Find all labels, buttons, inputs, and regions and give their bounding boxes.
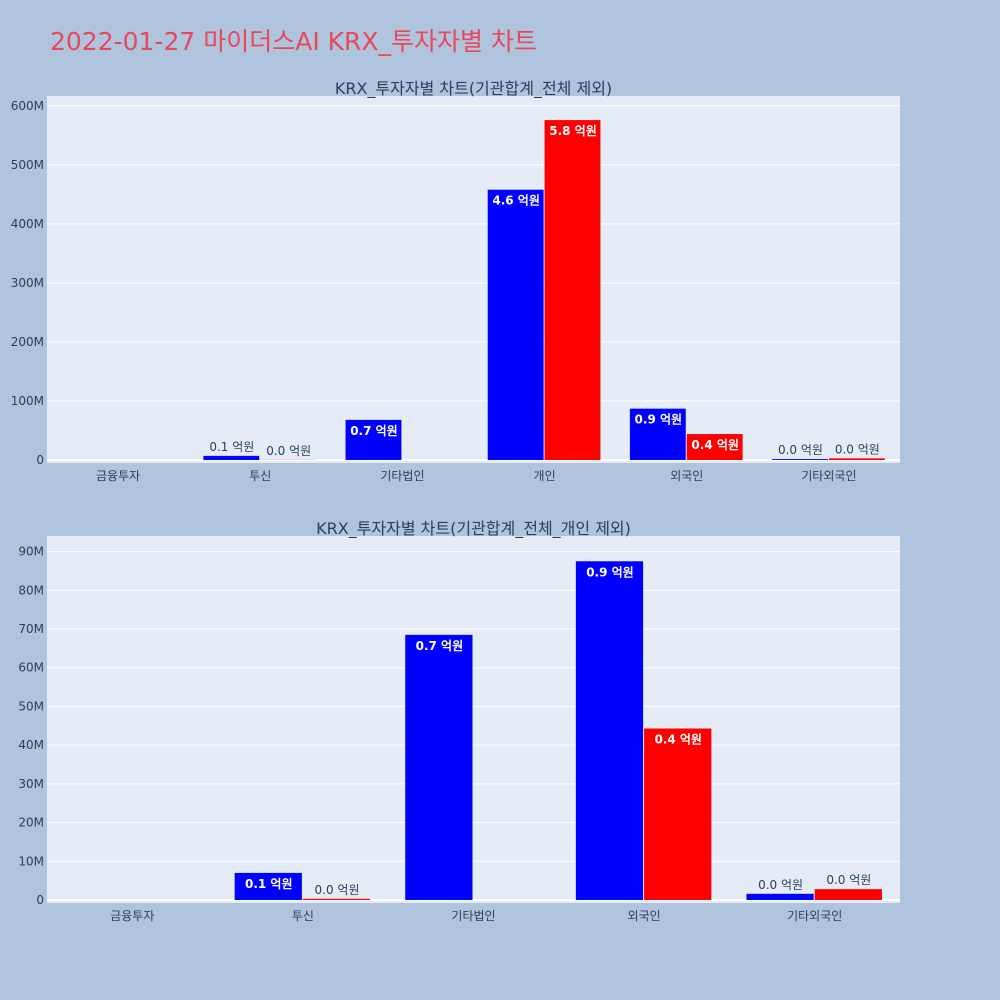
data-label: 0.0 억원	[778, 443, 823, 457]
y-tick-label: 80M	[18, 583, 44, 597]
x-tick-label: 기타외국인	[801, 469, 856, 483]
y-tick-label: 200M	[11, 335, 44, 349]
y-tick-label: 0	[36, 893, 44, 907]
x-tick-label: 기타법인	[451, 909, 495, 923]
y-tick-label: 100M	[11, 394, 44, 408]
x-tick-label: 외국인	[628, 909, 661, 923]
x-tick-label: 투신	[292, 909, 314, 923]
bar-buy	[405, 634, 473, 900]
chart-title: KRX_투자자별 차트(기관합계_전체_개인 제외)	[316, 519, 631, 539]
bar-sell	[644, 728, 712, 900]
x-tick-label: 투신	[249, 469, 271, 483]
bar-buy	[629, 408, 686, 460]
data-label: 0.0 억원	[826, 873, 871, 887]
y-tick-label: 90M	[18, 545, 44, 559]
data-label: 0.0 억원	[266, 444, 311, 458]
data-label: 0.0 억원	[315, 883, 360, 897]
chart-title: KRX_투자자별 차트(기관합계_전체 제외)	[335, 79, 612, 99]
bar-buy	[772, 459, 828, 460]
plot-area	[47, 536, 900, 903]
bar-buy	[234, 872, 302, 900]
bar-buy	[487, 189, 544, 460]
y-tick-label: 300M	[11, 276, 44, 290]
data-label: 5.8 억원	[549, 124, 597, 138]
data-label: 0.4 억원	[654, 733, 702, 747]
y-tick-label: 500M	[11, 158, 44, 172]
y-tick-label: 50M	[18, 699, 44, 713]
y-tick-label: 30M	[18, 777, 44, 791]
data-label: 0.1 억원	[245, 877, 293, 891]
y-tick-label: 20M	[18, 816, 44, 830]
data-label: 0.9 억원	[586, 565, 634, 579]
x-tick-label: 기타외국인	[787, 909, 842, 923]
data-label: 0.7 억원	[416, 639, 464, 653]
bar-buy	[746, 893, 814, 900]
bar-sell	[828, 458, 885, 460]
y-tick-label: 600M	[11, 99, 44, 113]
data-label: 0.9 억원	[635, 413, 683, 427]
data-label: 0.1 억원	[209, 440, 254, 454]
data-label: 0.0 억원	[758, 878, 803, 892]
x-tick-label: 외국인	[670, 469, 703, 483]
chart-bottom: KRX_투자자별 차트(기관합계_전체_개인 제외) 0 10M 20M 30M 40M 5…	[18, 519, 900, 923]
bar-buy	[345, 419, 402, 460]
bar-sell	[686, 434, 743, 460]
data-label: 0.7 억원	[350, 424, 398, 438]
bar-buy	[203, 455, 260, 460]
bar-sell	[814, 889, 882, 900]
x-tick-label: 기타법인	[380, 469, 424, 483]
x-tick-label: 개인	[534, 469, 556, 483]
y-tick-label: 0	[36, 453, 44, 467]
chart-top: KRX_투자자별 차트(기관합계_전체 제외) 0 100M 200M 300M 400M…	[11, 79, 900, 483]
data-label: 0.0 억원	[835, 442, 880, 456]
bar-sell	[544, 120, 601, 460]
y-tick-label: 10M	[18, 854, 44, 868]
page-title: 2022-01-27 마이더스AI KRX_투자자별 차트	[50, 27, 537, 56]
data-label: 0.4 억원	[691, 438, 739, 452]
bar-buy	[575, 561, 644, 900]
y-tick-label: 60M	[18, 661, 44, 675]
y-tick-label: 400M	[11, 217, 44, 231]
y-tick-label: 70M	[18, 622, 44, 636]
bar-sell	[302, 898, 371, 900]
x-tick-label: 금융투자	[96, 469, 140, 483]
data-label: 4.6 억원	[492, 194, 540, 208]
x-tick-label: 금융투자	[110, 909, 154, 923]
y-tick-label: 40M	[18, 738, 44, 752]
plot-area	[47, 96, 900, 463]
